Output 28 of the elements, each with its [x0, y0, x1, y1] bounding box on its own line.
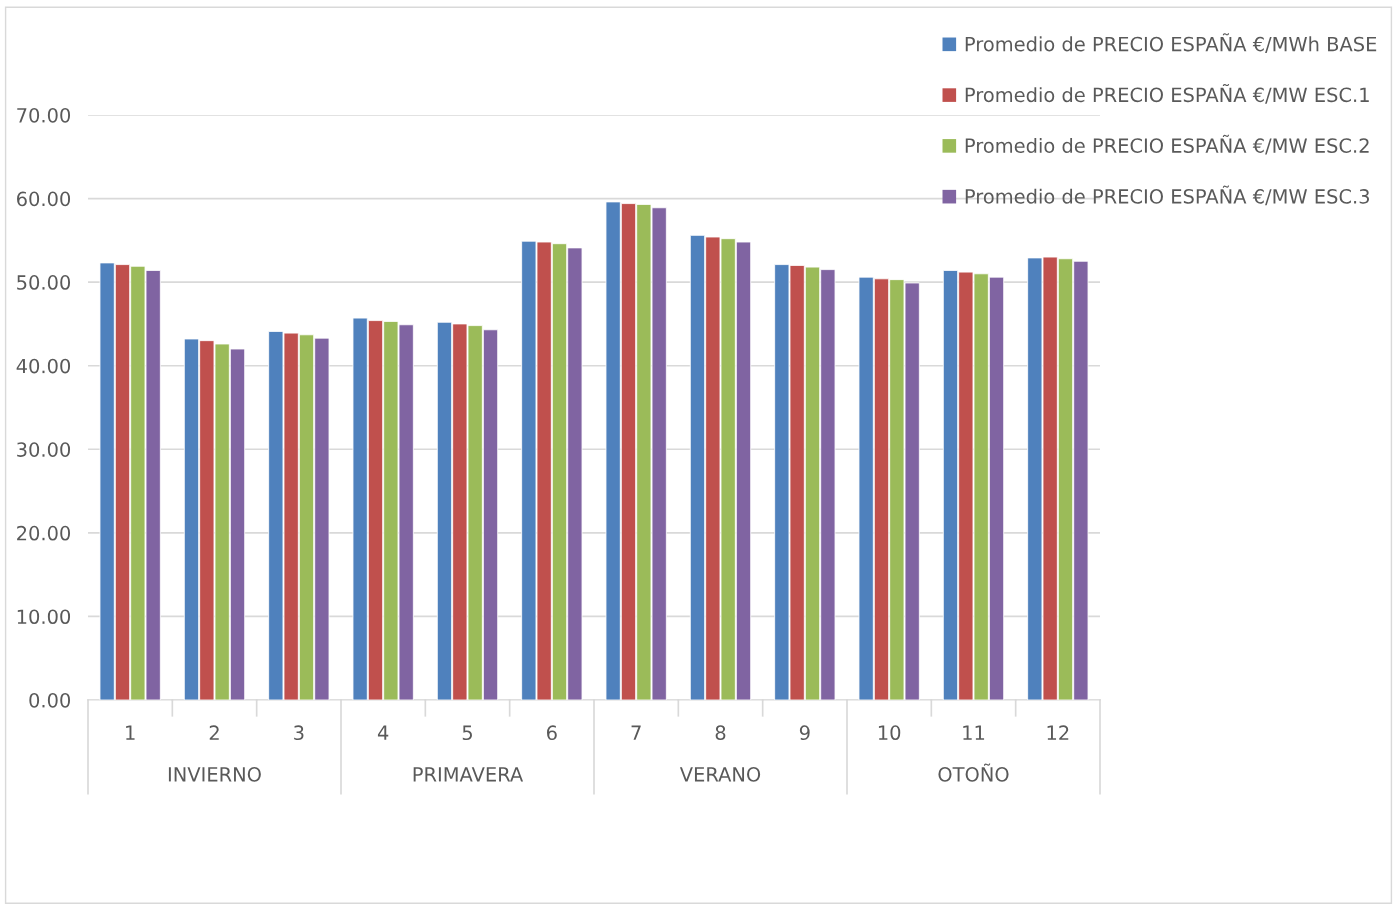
x-tick-label: 1	[126, 725, 135, 740]
x-tick-label: 8	[715, 725, 726, 741]
x-tick-label: 5	[462, 725, 472, 741]
y-tick-label: 30.00	[17, 442, 71, 457]
text: VERANO	[679, 766, 761, 782]
x-tick-label: 11	[963, 725, 985, 740]
legend-label: Promedio de PRECIO ESPAÑA €/MW ESC.2	[965, 134, 1369, 155]
legend-label: Promedio de PRECIO ESPAÑA €/MW ESC.3	[965, 185, 1370, 206]
x-tick-label: 12	[1047, 725, 1069, 740]
x-tick-label: 3	[294, 725, 304, 741]
legend-label: Promedio de PRECIO ESPAÑA €/MWh BASE	[965, 33, 1377, 53]
x-tick-label: 7	[631, 725, 641, 740]
y-tick-label: 60.00	[17, 191, 71, 207]
x-tick-label: 2	[209, 725, 219, 740]
y-tick-label: 50.00	[17, 275, 71, 290]
y-tick-label: 0.00	[29, 692, 71, 708]
text: OTOÑO	[938, 763, 1009, 782]
y-tick-label: 20.00	[17, 525, 71, 541]
y-tick-label: 40.00	[16, 358, 71, 374]
x-tick-label: 6	[547, 725, 557, 741]
y-tick-label: 10.00	[17, 609, 71, 625]
legend-label: Promedio de PRECIO ESPAÑA €/MW ESC.1	[965, 84, 1369, 104]
text: INVIERNO	[168, 766, 261, 782]
y-tick-label: 70.00	[17, 107, 71, 123]
x-tick-label: 4	[377, 725, 389, 740]
x-tick-label: 9	[799, 725, 810, 741]
text: PRIMAVERA	[413, 767, 524, 782]
x-tick-label: 10	[878, 725, 901, 741]
